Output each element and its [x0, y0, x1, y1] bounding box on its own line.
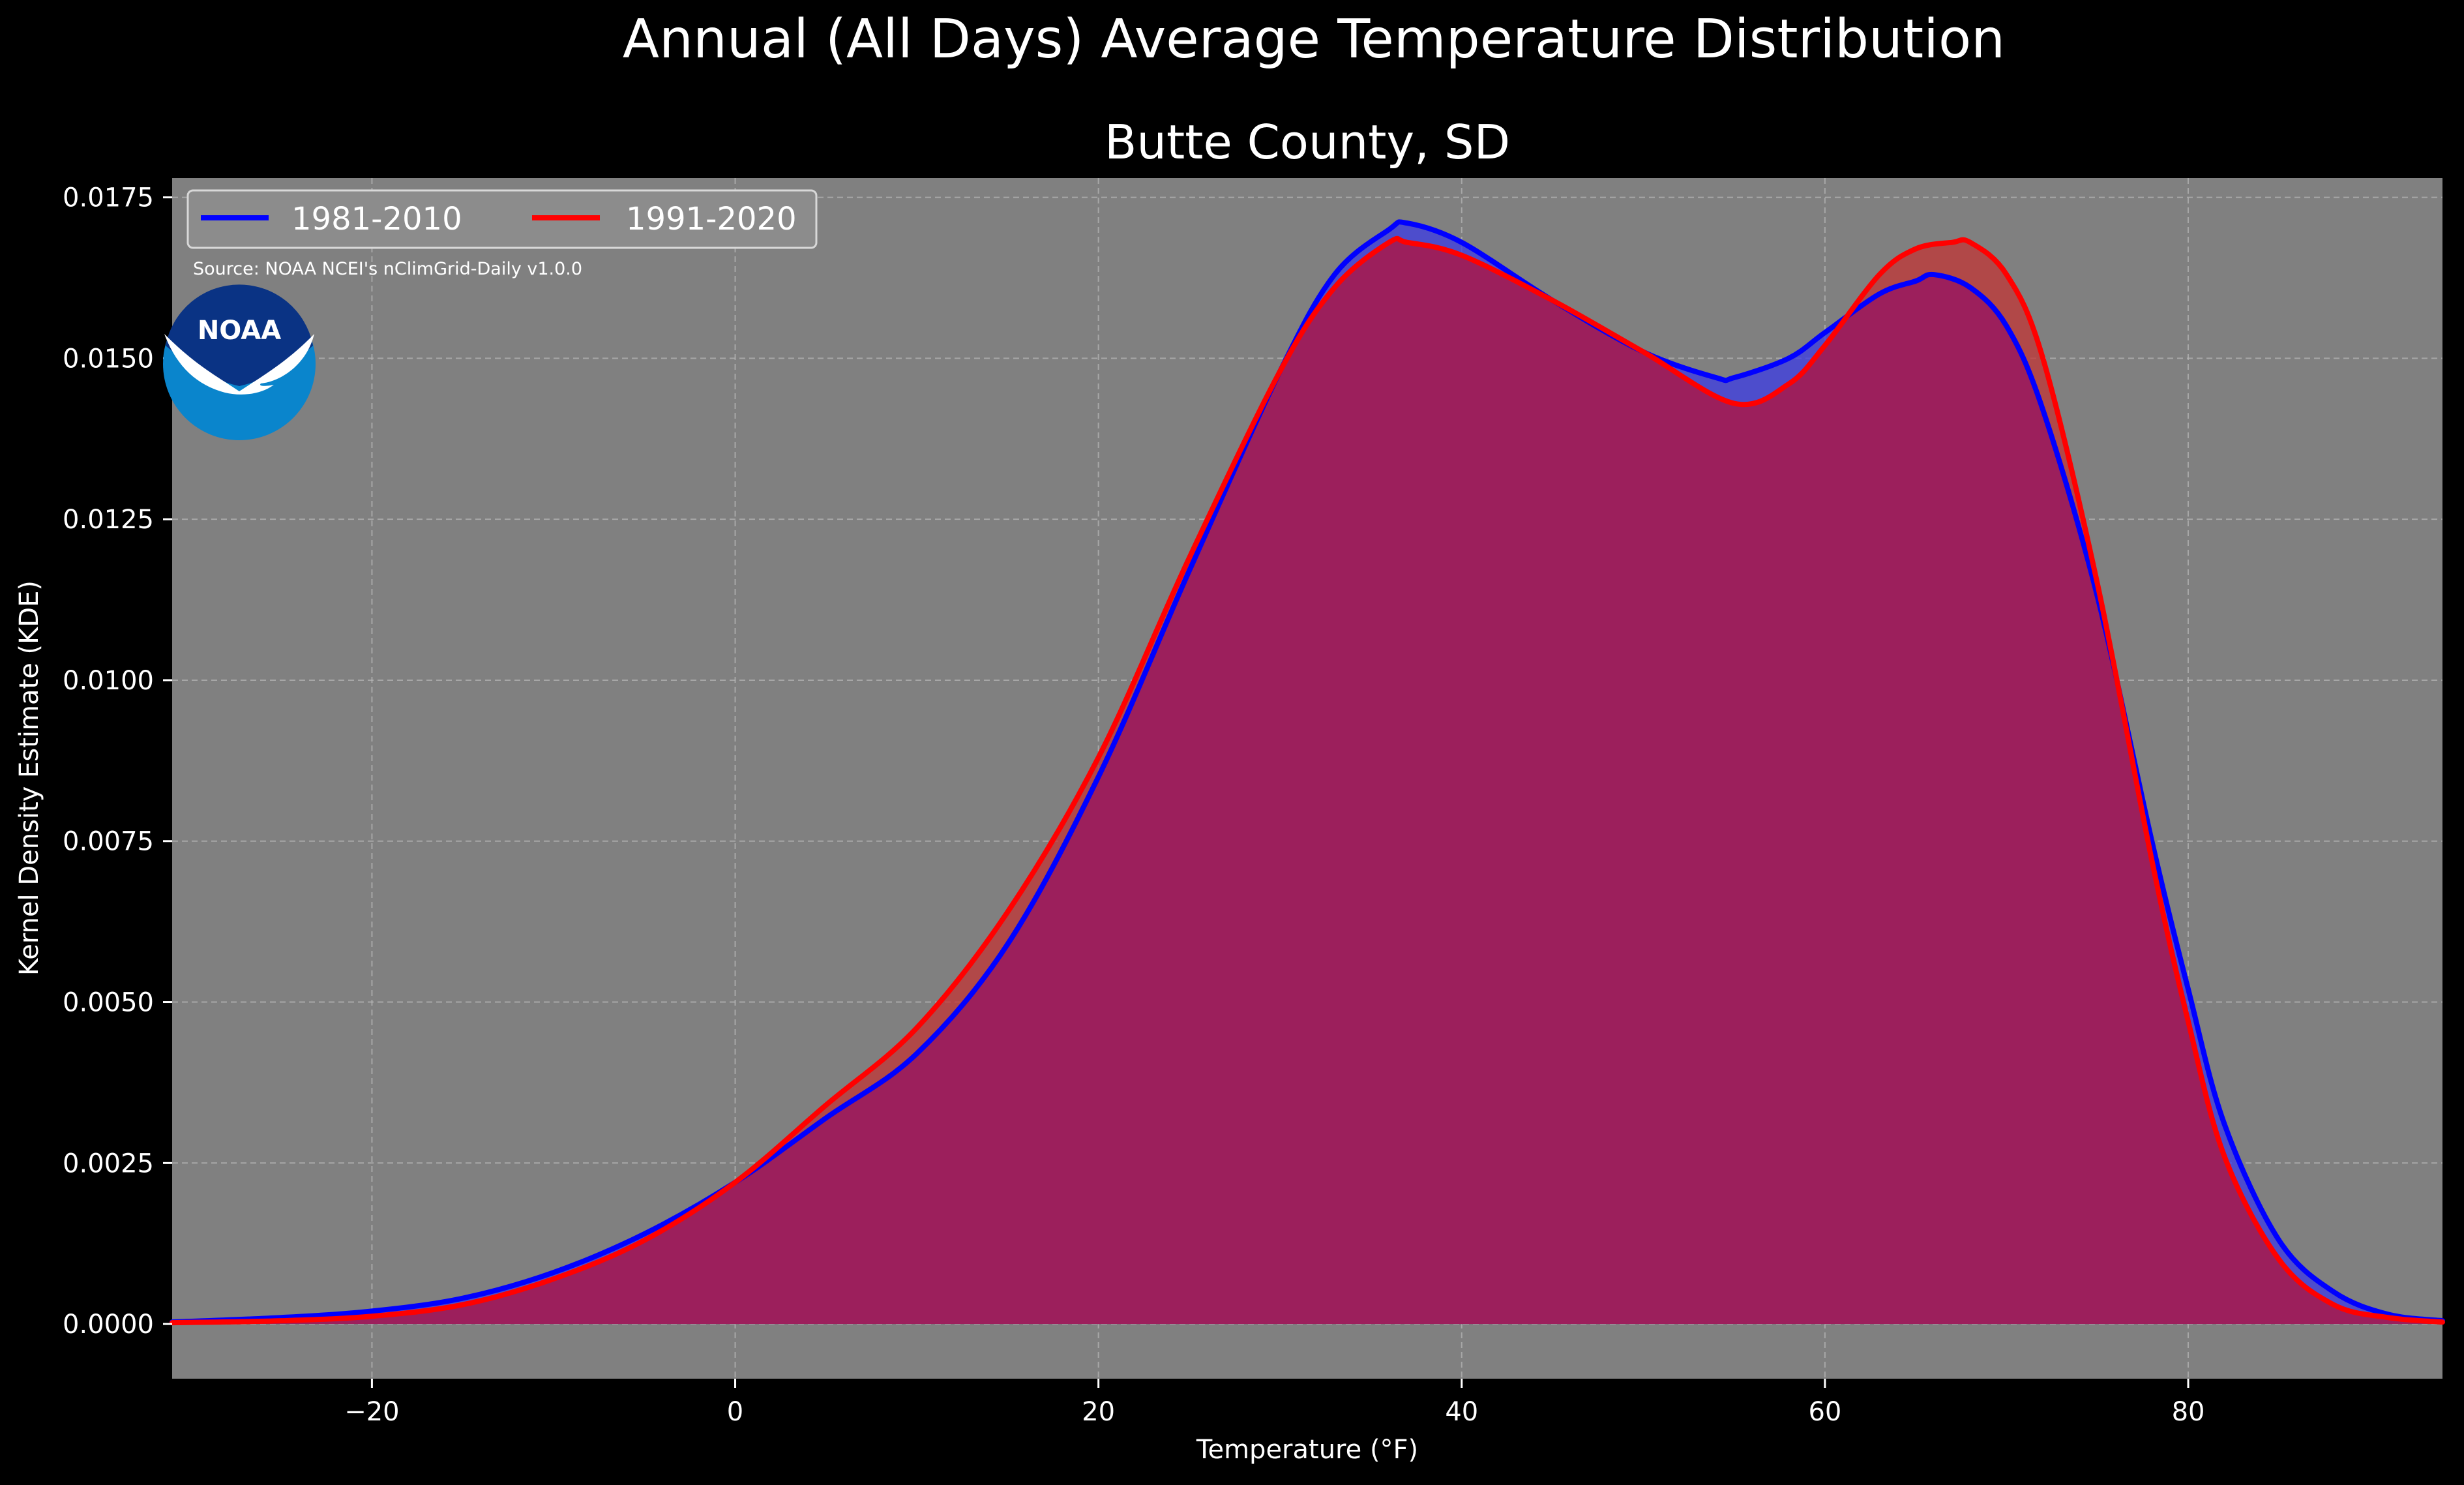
y-tick-label: 0.0075 — [63, 827, 154, 857]
density-lines — [170, 219, 2445, 1326]
x-tick-label: 80 — [2172, 1397, 2205, 1427]
logo-bird — [164, 334, 314, 395]
legend-label-1981-2010: 1981-2010 — [291, 201, 462, 237]
chart-title: Butte County, SD — [1105, 115, 1510, 170]
y-axis-ticks: 0.0000 0.0025 0.0050 0.0075 0.0100 0.0125 0.01… — [63, 183, 172, 1340]
x-tick-label: 20 — [1082, 1397, 1115, 1427]
x-axis-label: Temperature (°F) — [1196, 1435, 1418, 1465]
y-axis-label: Kernel Density Estimate (KDE) — [14, 580, 44, 976]
density-overlap-fill — [172, 238, 2442, 1325]
legend-frame — [186, 189, 818, 249]
noaa-logo: NOAA — [163, 284, 316, 440]
x-tick-label: 40 — [1445, 1397, 1478, 1427]
y-tick-label: 0.0125 — [63, 505, 154, 535]
legend: 1981-2010 1991-2020 — [186, 189, 818, 249]
y-tick-label: 0.0175 — [63, 183, 154, 213]
figure-title: Annual (All Days) Average Temperature Di… — [623, 8, 2005, 70]
y-tick-label: 0.0050 — [63, 988, 154, 1018]
density-line-1991-2020 — [170, 235, 2445, 1326]
y-tick-label: 0.0150 — [63, 344, 154, 374]
density-fills — [172, 222, 2442, 1325]
x-tick-label: −20 — [344, 1397, 399, 1427]
y-tick-label: 0.0100 — [63, 666, 154, 696]
logo-wordmark: NOAA — [198, 316, 281, 346]
logo-upper-half — [166, 284, 313, 386]
x-tick-label: 60 — [1808, 1397, 1841, 1427]
x-tick-label: 0 — [727, 1397, 743, 1427]
source-note: Source: NOAA NCEI's nClimGrid-Daily v1.0… — [193, 259, 582, 279]
legend-label-1991-2020: 1991-2020 — [626, 201, 797, 237]
y-tick-label: 0.0025 — [63, 1148, 154, 1178]
y-tick-label: 0.0000 — [63, 1310, 154, 1340]
x-axis-ticks: −20 0 20 40 60 80 — [344, 1379, 2204, 1427]
